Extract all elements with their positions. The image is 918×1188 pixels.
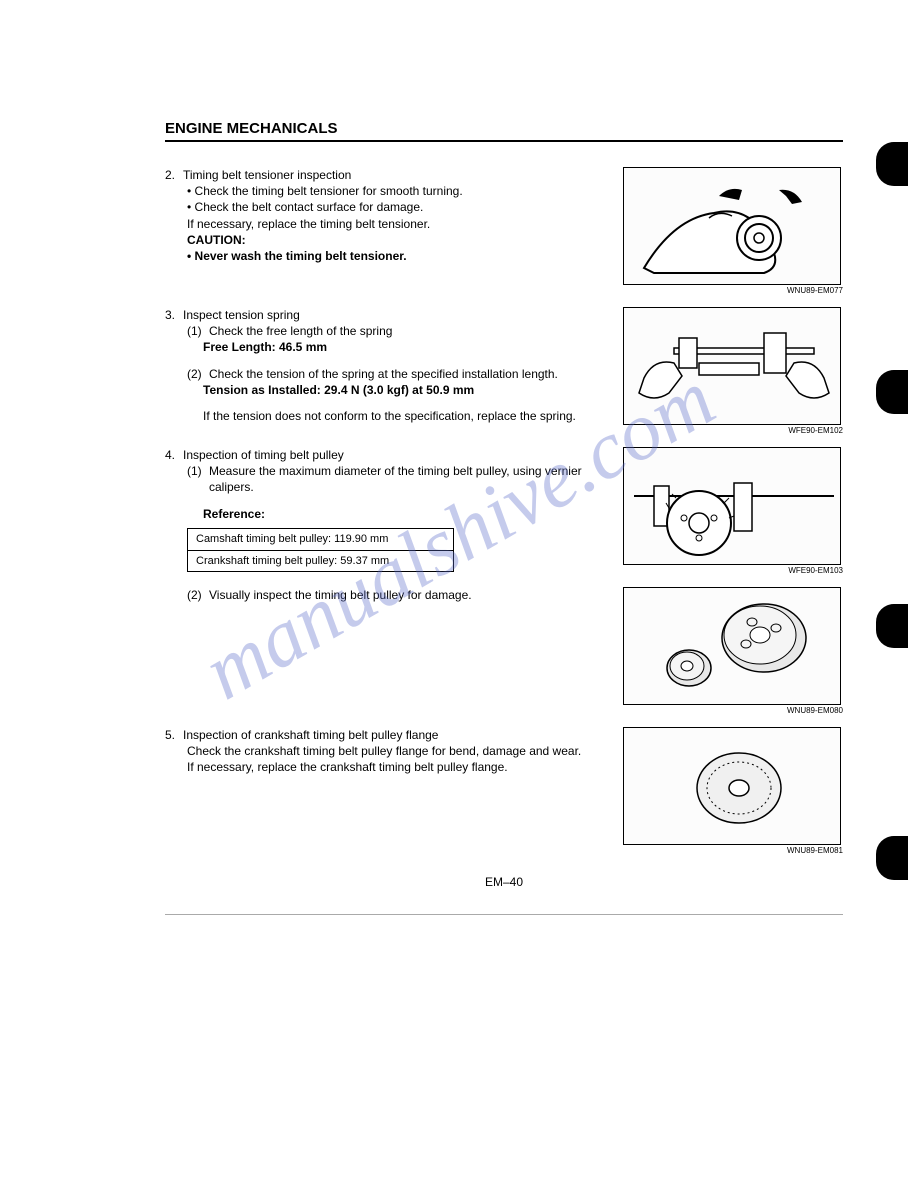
figure-code: WNU89-EM080 <box>623 706 843 715</box>
figure-caliper-spring <box>623 307 841 425</box>
figure-tensioner-hand <box>623 167 841 285</box>
body-text: If necessary, replace the crankshaft tim… <box>165 759 611 775</box>
section-title: Inspect tension spring <box>183 307 607 323</box>
page-number: EM–40 <box>165 875 843 889</box>
figure-3-col: WFE90-EM102 <box>623 307 843 435</box>
footer-divider <box>165 914 843 915</box>
note-text: If necessary, replace the timing belt te… <box>187 216 611 232</box>
figure-pulleys <box>623 587 841 705</box>
figure-4-col-2: WNU89-EM080 <box>623 587 843 715</box>
section-title: Inspection of timing belt pulley <box>183 447 607 463</box>
figure-code: WFE90-EM102 <box>623 426 843 435</box>
figure-flange <box>623 727 841 845</box>
sub-text: Check the tension of the spring at the s… <box>209 366 607 382</box>
section-4-row-2: (2)Visually inspect the timing belt pull… <box>165 587 843 715</box>
caution-label: CAUTION: <box>187 232 611 248</box>
figure-2-col: WNU89-EM077 <box>623 167 843 295</box>
section-5-text: 5.Inspection of crankshaft timing belt p… <box>165 727 611 776</box>
figure-code: WNU89-EM081 <box>623 846 843 855</box>
section-5-row: 5.Inspection of crankshaft timing belt p… <box>165 727 843 855</box>
section-4-text-1: 4.Inspection of timing belt pulley (1)Me… <box>165 447 611 572</box>
sub-text: Visually inspect the timing belt pulley … <box>209 587 607 603</box>
figure-5-col: WNU89-EM081 <box>623 727 843 855</box>
binder-tab-icon <box>876 604 908 648</box>
sub-number: (2) <box>187 366 209 382</box>
figure-code: WFE90-EM103 <box>623 566 843 575</box>
binder-tab-icon <box>876 142 908 186</box>
spec-text: Tension as Installed: 29.4 N (3.0 kgf) a… <box>165 382 611 398</box>
bullet-item: Check the timing belt tensioner for smoo… <box>187 183 611 199</box>
reference-table: Camshaft timing belt pulley: 119.90 mm C… <box>187 528 454 573</box>
page-header: ENGINE MECHANICALS <box>165 120 843 142</box>
section-number: 5. <box>165 727 183 743</box>
spec-text: Free Length: 46.5 mm <box>165 339 611 355</box>
sub-number: (1) <box>187 463 209 479</box>
binder-tab-icon <box>876 836 908 880</box>
table-row: Crankshaft timing belt pulley: 59.37 mm <box>188 550 453 572</box>
reference-label: Reference: <box>165 506 611 522</box>
section-2-text: 2.Timing belt tensioner inspection Check… <box>165 167 611 264</box>
figure-4-col-1: WFE90-EM103 <box>623 447 843 575</box>
section-2-row: 2.Timing belt tensioner inspection Check… <box>165 167 843 295</box>
section-number: 2. <box>165 167 183 183</box>
figure-code: WNU89-EM077 <box>623 286 843 295</box>
binder-tab-icon <box>876 370 908 414</box>
section-number: 3. <box>165 307 183 323</box>
section-3-row: 3.Inspect tension spring (1)Check the fr… <box>165 307 843 435</box>
section-number: 4. <box>165 447 183 463</box>
sub-text: Check the free length of the spring <box>209 323 607 339</box>
note-text: If the tension does not conform to the s… <box>165 408 611 424</box>
sub-number: (1) <box>187 323 209 339</box>
section-title: Inspection of crankshaft timing belt pul… <box>183 727 607 743</box>
caution-bullet: Never wash the timing belt tensioner. <box>187 248 611 264</box>
section-3-text: 3.Inspect tension spring (1)Check the fr… <box>165 307 611 424</box>
figure-caliper-pulley <box>623 447 841 565</box>
bullet-item: Check the belt contact surface for damag… <box>187 199 611 215</box>
manual-page: manualshive.com ENGINE MECHANICALS 2.Tim… <box>0 0 918 1188</box>
section-4-text-2: (2)Visually inspect the timing belt pull… <box>165 587 611 603</box>
table-row: Camshaft timing belt pulley: 119.90 mm <box>188 529 453 550</box>
section-title: Timing belt tensioner inspection <box>183 167 607 183</box>
section-4-row-1: 4.Inspection of timing belt pulley (1)Me… <box>165 447 843 575</box>
body-text: Check the crankshaft timing belt pulley … <box>165 743 611 759</box>
sub-number: (2) <box>187 587 209 603</box>
sub-text: Measure the maximum diameter of the timi… <box>209 463 607 495</box>
